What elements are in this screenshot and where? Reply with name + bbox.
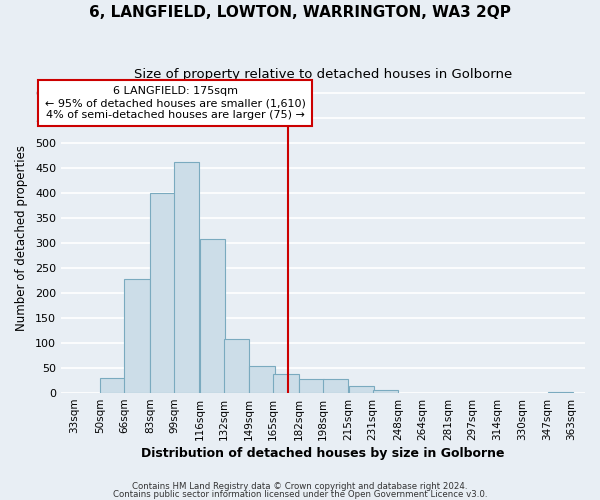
- Bar: [323, 379, 349, 393]
- Title: Size of property relative to detached houses in Golborne: Size of property relative to detached ho…: [134, 68, 512, 80]
- Text: 6, LANGFIELD, LOWTON, WARRINGTON, WA3 2QP: 6, LANGFIELD, LOWTON, WARRINGTON, WA3 2Q…: [89, 5, 511, 20]
- Y-axis label: Number of detached properties: Number of detached properties: [15, 145, 28, 331]
- Bar: [100, 378, 125, 393]
- Bar: [224, 339, 249, 393]
- Text: 6 LANGFIELD: 175sqm
← 95% of detached houses are smaller (1,610)
4% of semi-deta: 6 LANGFIELD: 175sqm ← 95% of detached ho…: [45, 86, 306, 120]
- Bar: [150, 193, 175, 393]
- Bar: [299, 379, 324, 393]
- Text: Contains HM Land Registry data © Crown copyright and database right 2024.: Contains HM Land Registry data © Crown c…: [132, 482, 468, 491]
- Bar: [274, 374, 299, 393]
- Bar: [373, 390, 398, 393]
- Bar: [250, 366, 275, 393]
- Bar: [200, 239, 225, 393]
- Bar: [174, 162, 199, 393]
- Bar: [349, 386, 374, 393]
- Text: Contains public sector information licensed under the Open Government Licence v3: Contains public sector information licen…: [113, 490, 487, 499]
- Bar: [548, 392, 573, 393]
- X-axis label: Distribution of detached houses by size in Golborne: Distribution of detached houses by size …: [141, 447, 505, 460]
- Bar: [124, 279, 149, 393]
